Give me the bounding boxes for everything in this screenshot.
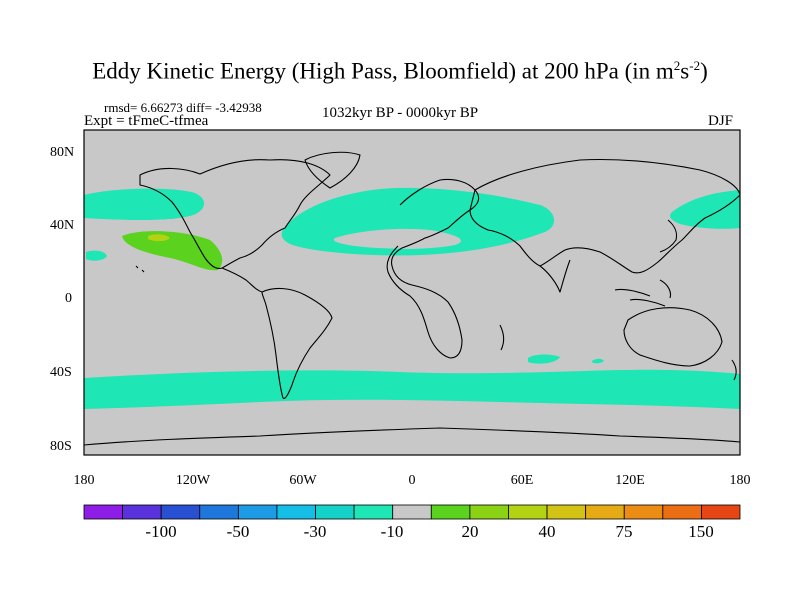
east-pacific-small-anomaly: [86, 250, 107, 261]
colorbar-swatch: [662, 504, 702, 520]
colorbar-swatch: [701, 504, 741, 520]
indian-ocean-small-anomaly-2: [592, 358, 604, 364]
colorbar-label: 20: [462, 522, 479, 541]
greenland-outline: [304, 151, 361, 189]
antarctica-outline: [84, 427, 740, 446]
subtropical-pacific-peak-anomaly: [148, 234, 170, 242]
season-label: DJF: [708, 113, 734, 129]
experiment-label: Expt = tFmeC-tfmea: [84, 113, 209, 129]
southeast-asia-islands-outline: [614, 279, 672, 307]
lon-label-60e: 60E: [511, 473, 534, 488]
lat-label-40s: 40S: [50, 365, 72, 380]
north-america-outline: [139, 159, 331, 269]
lon-label-120w: 120W: [176, 473, 211, 488]
lon-label-0: 0: [409, 473, 416, 488]
japan-outline: [659, 219, 678, 253]
indian-subcontinent-outline: [539, 259, 571, 293]
colorbar-swatch: [315, 504, 355, 520]
colorbar-label: -100: [145, 522, 176, 541]
madagascar-outline: [499, 324, 505, 351]
time-period-label: 1032kyr BP - 0000kyr BP: [321, 105, 479, 121]
lat-label-80s: 80S: [50, 439, 72, 454]
colorbar-swatch: [430, 504, 471, 520]
south-america-outline: [261, 287, 333, 399]
lon-label-60w: 60W: [289, 473, 317, 488]
indian-ocean-small-anomaly-1: [528, 354, 560, 364]
colorbar-label: 40: [539, 522, 556, 541]
colorbar-swatch: [469, 504, 509, 520]
australia-outline: [623, 307, 723, 367]
lat-label-80n: 80N: [50, 145, 74, 160]
colorbar-swatch: [623, 504, 664, 520]
lon-label-120e: 120E: [615, 473, 645, 488]
hawaii-outline: [135, 265, 145, 273]
colorbar-label: -30: [304, 522, 327, 541]
lat-label-40n: 40N: [50, 218, 74, 233]
north-atlantic-anomaly: [281, 187, 555, 256]
colorbar-swatch: [160, 504, 201, 520]
map-frame: [83, 129, 741, 456]
colorbar-swatch: [237, 504, 278, 520]
europe-africa-outline: [386, 178, 480, 359]
northwest-pacific-anomaly: [670, 190, 740, 229]
north-pacific-anomaly: [84, 188, 205, 220]
colorbar-label: -10: [381, 522, 404, 541]
chart-title: Eddy Kinetic Energy (High Pass, Bloomfie…: [92, 58, 708, 84]
colorbar-swatch: [83, 504, 123, 520]
colorbar-swatch: [276, 504, 316, 520]
new-zealand-outline: [731, 359, 737, 381]
colorbar-swatch: [585, 504, 625, 520]
colorbar-swatch: [199, 504, 239, 520]
rmsd-diff-stats: rmsd= 6.66273 diff= -3.42938: [104, 100, 262, 115]
colorbar-swatch: [508, 504, 548, 520]
lat-label-eq: 0: [65, 291, 72, 306]
asia-outline: [469, 158, 740, 274]
colorbar-swatch: [392, 504, 432, 520]
subtropical-pacific-positive-anomaly: [122, 231, 223, 271]
colorbar-swatch: [353, 504, 394, 520]
colorbar-label: 150: [688, 522, 714, 541]
colorbar-label: 75: [616, 522, 633, 541]
colorbar-label: -50: [227, 522, 250, 541]
lon-label-180e: 180: [730, 473, 751, 488]
southern-ocean-anomaly: [84, 369, 740, 409]
lon-label-180w: 180: [74, 473, 95, 488]
central-america-outline: [221, 267, 263, 293]
colorbar-swatch: [122, 504, 162, 520]
colorbar-swatch: [546, 504, 587, 520]
southern-ocean-deep-anomaly: [110, 390, 150, 404]
